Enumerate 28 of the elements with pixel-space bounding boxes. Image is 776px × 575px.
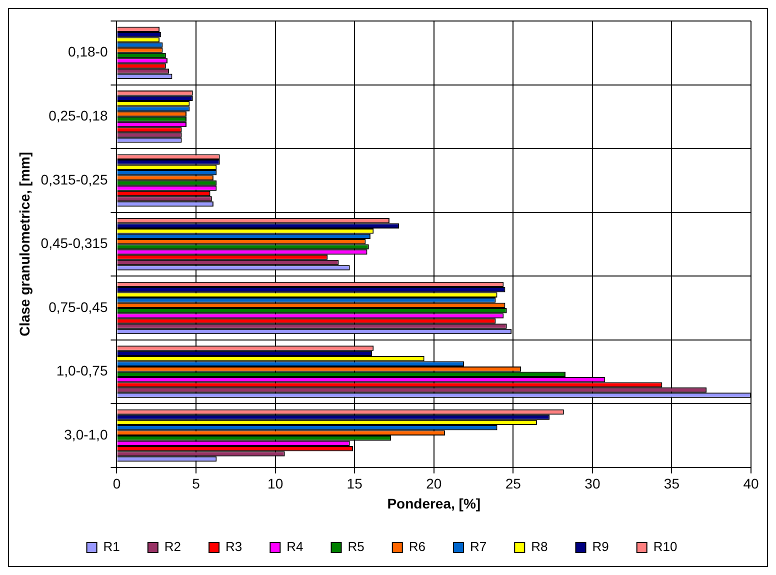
x-tick-label: 30	[584, 476, 600, 492]
legend-label: R5	[348, 539, 364, 554]
legend-label: R10	[653, 539, 678, 554]
legend-label: R1	[103, 539, 120, 554]
x-axis-title: Ponderea, [%]	[387, 495, 481, 512]
legend-label: R6	[408, 539, 426, 554]
y-tick-label: 0,45-0,315	[40, 235, 108, 252]
y-tick-label: 0,25-0,18	[48, 108, 108, 124]
y-tick-label: 3,0-1,0	[64, 426, 108, 442]
legend-label: R4	[286, 539, 304, 554]
y-axis-title: Clase granulometrice, [mm]	[16, 152, 32, 336]
x-tick-label: 40	[743, 476, 759, 492]
legend-label: R7	[470, 539, 487, 554]
x-tick-label: 20	[426, 476, 442, 492]
legend-label: R8	[531, 539, 548, 554]
y-tick-label: 0,18-0	[68, 44, 108, 60]
legend-label: R9	[592, 539, 609, 554]
legend-label: R2	[164, 539, 182, 554]
y-tick-label: 0,315-0,25	[40, 171, 108, 188]
y-tick-label: 0,75-0,45	[48, 298, 108, 315]
x-tick-label: 10	[268, 476, 284, 492]
y-tick-label: 1,0-0,75	[56, 362, 108, 379]
x-tick-label: 15	[346, 476, 363, 492]
x-tick-label: 0	[112, 476, 121, 492]
x-tick-label: 5	[192, 476, 200, 492]
x-tick-label: 35	[664, 476, 680, 492]
x-tick-label: 25	[505, 476, 522, 492]
legend-label: R3	[226, 539, 242, 554]
